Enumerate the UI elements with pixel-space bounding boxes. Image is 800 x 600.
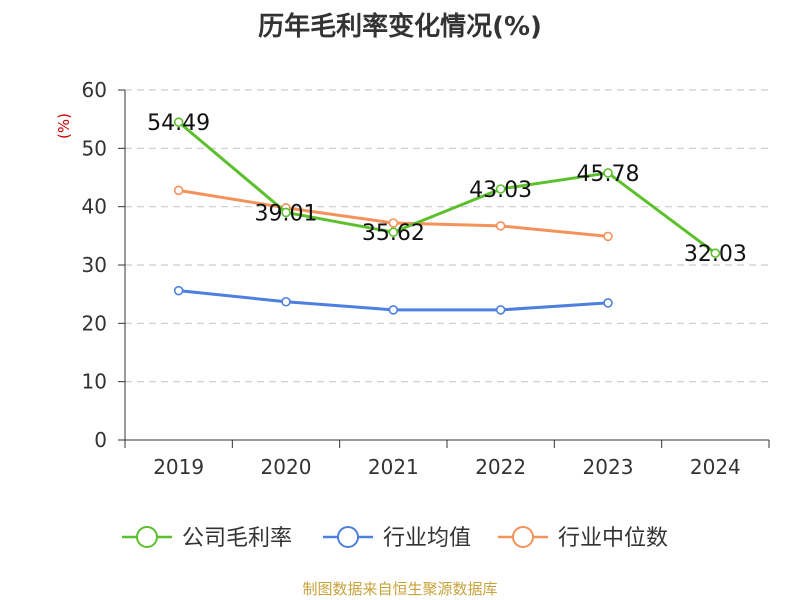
legend-label: 行业均值 — [383, 526, 471, 551]
data-point — [495, 305, 506, 315]
y-tick-label: 60 — [82, 78, 107, 102]
legend-swatch-marker — [512, 526, 534, 548]
y-tick-label: 40 — [82, 195, 107, 219]
data-point — [495, 221, 506, 231]
data-label: 45.78 — [577, 162, 640, 187]
y-axis-label: (%) — [55, 113, 73, 139]
data-label: 35.62 — [362, 221, 425, 246]
data-point — [281, 207, 291, 218]
data-point — [388, 218, 399, 228]
series-line-0 — [177, 120, 717, 255]
legend-label: 公司毛利率 — [182, 526, 292, 551]
data-point — [173, 117, 184, 127]
x-tick-label: 2023 — [583, 455, 634, 479]
y-tick-label: 20 — [82, 311, 107, 335]
y-tick-label: 10 — [82, 370, 107, 394]
data-point — [495, 184, 506, 194]
x-tick-label: 2024 — [690, 455, 741, 479]
y-tick-label: 0 — [94, 428, 107, 452]
data-point — [603, 298, 613, 308]
legend-label: 行业中位数 — [558, 526, 668, 551]
data-label: 32.03 — [684, 242, 747, 267]
chart-title: 历年毛利率变化情况(%) — [258, 12, 542, 42]
x-tick-label: 2021 — [368, 455, 419, 479]
data-source-note: 制图数据来自恒生聚源数据库 — [302, 580, 498, 598]
data-label: 39.01 — [255, 201, 318, 226]
data-point — [388, 227, 399, 238]
data-point — [710, 248, 721, 258]
legend-swatch-marker — [337, 526, 359, 548]
data-point — [603, 168, 613, 178]
y-tick-label: 30 — [82, 253, 107, 277]
data-point — [173, 185, 184, 196]
data-point — [388, 305, 399, 315]
y-tick-label: 50 — [82, 136, 107, 160]
x-tick-label: 2020 — [261, 455, 312, 479]
data-point — [281, 296, 291, 307]
data-point — [603, 231, 613, 242]
data-label: 54.49 — [147, 111, 210, 136]
data-point — [173, 285, 184, 296]
x-tick-label: 2019 — [153, 455, 204, 479]
x-tick-label: 2022 — [475, 455, 526, 479]
data-label: 43.03 — [469, 178, 532, 203]
legend-swatch-marker — [136, 526, 158, 548]
